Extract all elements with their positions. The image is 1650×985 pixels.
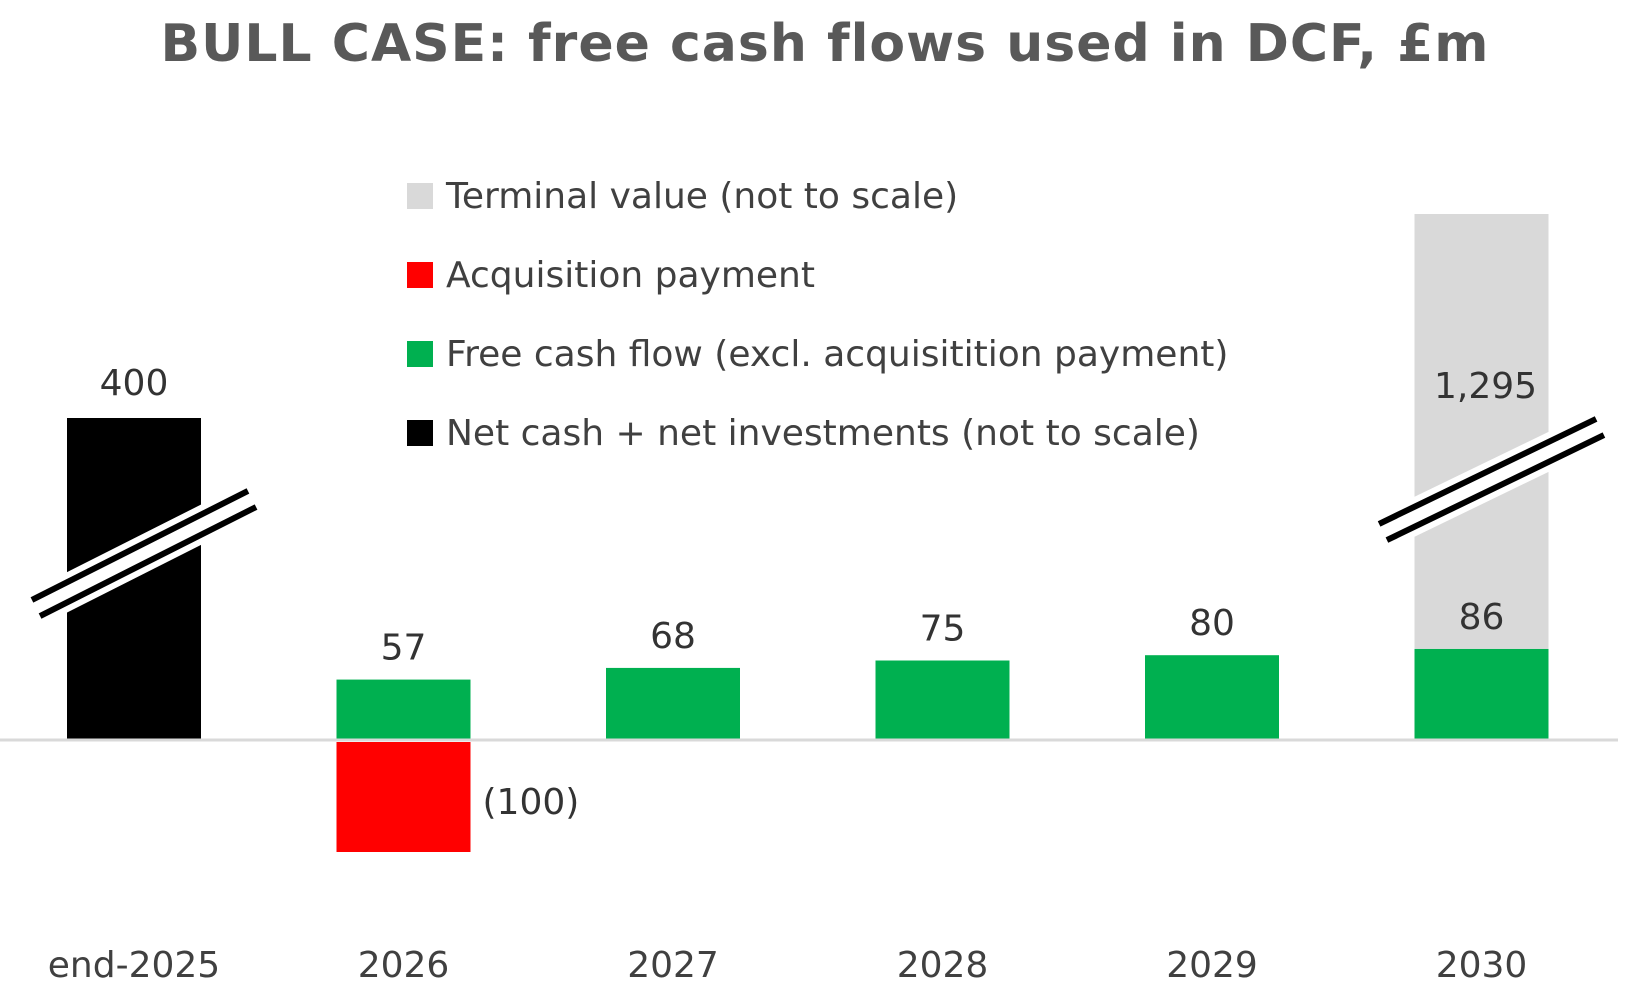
legend-label-terminal-value-not-to-scale: Terminal value (not to scale) [445,176,958,217]
data-label-free-cash-flow-2026: 57 [381,628,427,669]
legend-swatch-free-cash-flow-excl-acquisitition-payment [407,341,433,367]
legend-swatch-terminal-value-not-to-scale [407,183,433,209]
data-label-acquisition-payment-2026: (100) [483,782,580,823]
x-tick-end-2025: end-2025 [48,945,220,985]
bar-free-cash-flow-2030 [1414,648,1549,740]
axis-breaks [27,410,1608,625]
data-labels: 400 57 (100) 68 75 80 1,295 86 [100,363,1537,823]
axis-break-2030 [1375,410,1608,549]
legend-label-net-cash-net-investments-not-to-scale: Net cash + net investments (not to scale… [446,413,1200,454]
data-label-free-cash-flow-2029: 80 [1189,603,1235,644]
bar-acquisition-payment-2026 [336,742,471,852]
data-label-net-cash-end-2025: 400 [100,363,169,404]
legend-label-free-cash-flow-excl-acquisitition-payment: Free cash flow (excl. acquisitition paym… [446,334,1228,375]
chart-title: BULL CASE: free cash flows used in DCF, … [160,14,1490,74]
x-tick-2030: 2030 [1436,945,1528,985]
legend: Terminal value (not to scale) Acquisition… [407,176,1228,454]
bar-free-cash-flow-2026 [336,679,471,740]
legend-swatch-net-cash-net-investments-not-to-scale [407,420,433,446]
bar-free-cash-flow-2027 [606,667,740,740]
x-tick-2028: 2028 [897,945,989,985]
bars [67,214,1549,852]
axis-break-end-2025 [27,482,261,625]
x-tick-2027: 2027 [627,945,719,985]
bar-terminal-value-2030 [1414,214,1549,649]
legend-swatch-acquisition-payment [407,262,433,288]
legend-label-acquisition-payment: Acquisition payment [446,255,815,296]
bar-free-cash-flow-2029 [1145,655,1279,740]
data-label-free-cash-flow-2028: 75 [920,609,966,650]
data-label-free-cash-flow-2027: 68 [650,616,696,657]
x-axis-tick-labels: end-2025 2026 2027 2028 2029 2030 [48,945,1528,985]
data-label-terminal-value-2030: 1,295 [1434,366,1537,407]
x-tick-2029: 2029 [1166,945,1258,985]
bar-free-cash-flow-2028 [875,660,1010,740]
data-label-free-cash-flow-2030: 86 [1459,597,1505,638]
x-tick-2026: 2026 [358,945,450,985]
